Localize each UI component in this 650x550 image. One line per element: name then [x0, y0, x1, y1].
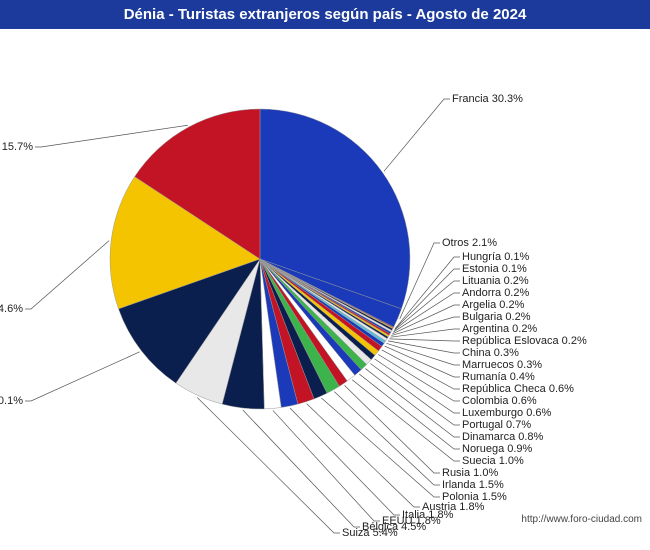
slice-label: Luxemburgo 0.6%: [462, 407, 551, 419]
leader-line: [389, 339, 460, 341]
leader-line: [365, 369, 460, 437]
slice-label: Colombia 0.6%: [462, 395, 537, 407]
leader-line: [290, 408, 400, 515]
slice-label: Otros 2.1%: [442, 237, 497, 249]
slice-label: Estonia 0.1%: [462, 263, 527, 275]
slice-label: Rusia 1.0%: [442, 467, 498, 479]
slice-label: Marruecos 0.3%: [462, 359, 542, 371]
leader-line: [359, 374, 460, 449]
slice-label: Andorra 0.2%: [462, 287, 529, 299]
leader-line: [384, 99, 450, 171]
chart-title: Dénia - Turistas extranjeros según país …: [0, 0, 650, 29]
slice-label: China 0.3%: [462, 347, 519, 359]
leader-line: [25, 352, 140, 401]
leader-line: [382, 350, 460, 389]
slice-label: Suecia 1.0%: [462, 455, 524, 467]
leader-line: [243, 410, 360, 527]
slice-label: Francia 30.3%: [452, 93, 523, 105]
slice-label: Dinamarca 0.8%: [462, 431, 543, 443]
slice-label: Suiza 5.4%: [342, 527, 398, 539]
pie-chart: Francia 30.3% Otros 2.1% Hungría 0.1%Eston…: [0, 29, 650, 529]
leader-line: [352, 380, 460, 461]
leader-line: [334, 392, 440, 485]
slice-label: República Checa 0.6%: [462, 383, 574, 395]
source-link[interactable]: http://www.foro-ciudad.com: [521, 514, 642, 525]
slice-label: República Eslovaca 0.2%: [462, 335, 587, 347]
leader-line: [385, 346, 460, 377]
slice-label: Alemania 14.6%: [0, 303, 23, 315]
slice-label: Países Bajos 10.1%: [0, 395, 23, 407]
slice-label: Irlanda 1.5%: [442, 479, 504, 491]
leader-line: [370, 363, 460, 425]
slice-label: Reino Unido 15.7%: [0, 141, 33, 153]
leader-line: [25, 241, 109, 309]
leader-line: [386, 343, 460, 365]
slice-label: Portugal 0.7%: [462, 419, 531, 431]
leader-line: [197, 397, 340, 533]
slice-label: Noruega 0.9%: [462, 443, 532, 455]
slice-label: Lituania 0.2%: [462, 275, 529, 287]
leader-line: [273, 410, 380, 521]
slice-label: Argelia 0.2%: [462, 299, 524, 311]
slice-label: Hungría 0.1%: [462, 251, 529, 263]
slice-label: Rumanía 0.4%: [462, 371, 535, 383]
slice-label: Argentina 0.2%: [462, 323, 537, 335]
slice-label: Bulgaria 0.2%: [462, 311, 531, 323]
